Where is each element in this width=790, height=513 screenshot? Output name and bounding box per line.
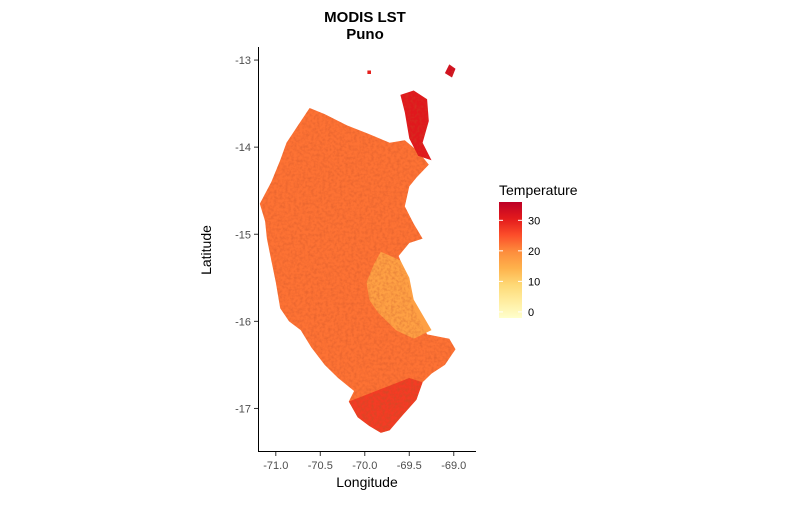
x-tick-label: -69.0 — [441, 460, 466, 472]
legend-colorbar — [499, 202, 522, 318]
chart-subtitle: Puno — [346, 26, 384, 43]
y-tick-label: -16 — [235, 316, 251, 328]
region-texture-northeast-tip — [444, 64, 456, 78]
region-texture-isolated-pixel — [367, 70, 371, 74]
y-tick-label: -17 — [235, 403, 251, 415]
y-tick-label: -15 — [235, 229, 251, 241]
x-ticks: -71.0 -70.5 -70.0 -69.5 -69.0 — [263, 452, 466, 472]
legend-tick-label: 0 — [528, 307, 534, 319]
legend-tick-label: 30 — [528, 215, 540, 227]
legend-tick-label: 20 — [528, 246, 540, 258]
legend-title: Temperature — [499, 182, 578, 198]
y-tick-label: -14 — [235, 142, 251, 154]
x-tick-label: -71.0 — [263, 460, 288, 472]
region-texture-northeast-patches — [400, 90, 432, 161]
x-tick-label: -70.5 — [308, 460, 333, 472]
x-tick-label: -69.5 — [397, 460, 422, 472]
legend: Temperature 0 10 20 30 — [499, 182, 578, 319]
y-axis-title: Latitude — [198, 225, 214, 275]
x-tick-label: -70.0 — [352, 460, 377, 472]
region-texture-main-region — [259, 108, 456, 433]
y-ticks: -13 -14 -15 -16 -17 — [235, 55, 258, 415]
chart-title: MODIS LST — [324, 9, 406, 26]
x-axis-title: Longitude — [336, 474, 398, 490]
y-tick-label: -13 — [235, 55, 251, 67]
legend-tick-label: 10 — [528, 276, 540, 288]
region-texture-southern-highlands — [348, 378, 423, 433]
legend-ticks: 0 10 20 30 — [499, 215, 540, 319]
plot-texture — [259, 64, 456, 433]
